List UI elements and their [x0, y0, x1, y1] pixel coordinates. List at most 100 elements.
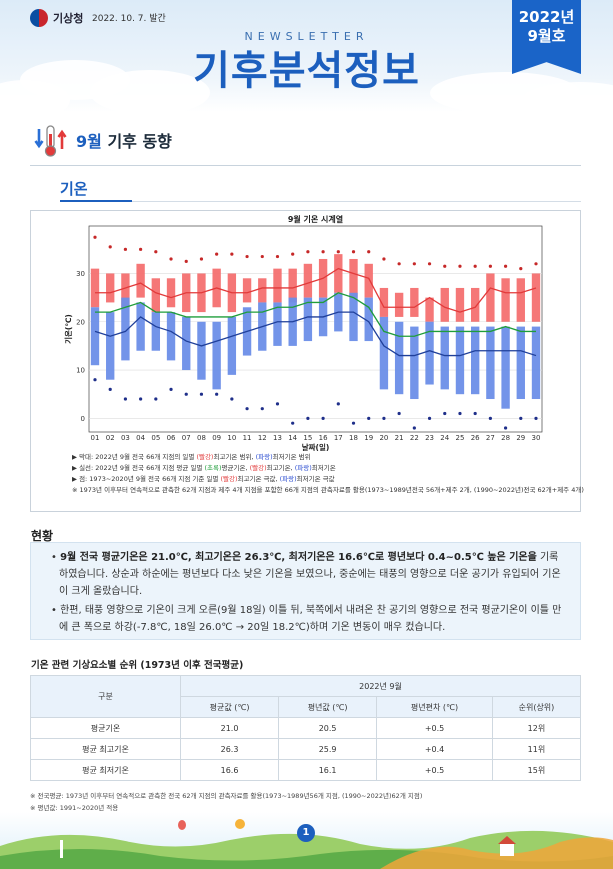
- record-low-dot: [93, 378, 97, 382]
- max-range-bar: [334, 254, 343, 293]
- min-range-bar: [106, 312, 115, 380]
- x-tick-label: 04: [136, 434, 145, 442]
- x-tick-label: 13: [273, 434, 282, 442]
- x-tick-label: 24: [440, 434, 449, 442]
- x-tick-label: 26: [471, 434, 480, 442]
- min-range-bar: [273, 302, 282, 346]
- badge-month: 9월호: [527, 27, 566, 45]
- col-header: 순위(상위): [491, 696, 582, 718]
- min-range-bar: [121, 297, 130, 361]
- record-low-dot: [427, 416, 432, 420]
- min-range-bar: [486, 326, 495, 400]
- record-high-dot: [108, 245, 112, 249]
- record-high-dot: [397, 262, 401, 266]
- record-low-dot: [245, 407, 249, 411]
- temperature-timeseries-chart: 9월 기온 시계열 0 10 20 30 기온(℃) 01 02 03 04 05 06 07 08 09 1…: [63, 214, 543, 452]
- cloud-decoration: [90, 70, 210, 112]
- max-range-bar: [151, 278, 161, 313]
- issue-badge: 2022년 9월호: [512, 0, 581, 74]
- min-range-bar: [227, 316, 237, 375]
- max-range-bar: [349, 258, 358, 298]
- x-tick-label: 12: [258, 434, 267, 442]
- record-high-dot: [291, 252, 295, 256]
- record-high-dot: [519, 267, 523, 271]
- x-tick-label: 28: [501, 434, 510, 442]
- record-low-dot: [367, 416, 371, 420]
- max-range-bar: [303, 263, 313, 298]
- min-range-bar: [501, 326, 510, 409]
- section-title: 9월 기후 동향: [34, 123, 172, 157]
- record-high-dot: [458, 264, 462, 268]
- record-low-dot: [336, 402, 340, 406]
- min-range-bar: [182, 316, 191, 371]
- max-range-bar: [486, 273, 495, 322]
- record-low-dot: [412, 426, 416, 430]
- row-label: 평균기온: [30, 717, 181, 739]
- min-range-bar: [364, 297, 373, 342]
- record-low-dot: [139, 397, 143, 401]
- min-range-bar: [394, 321, 404, 395]
- x-tick-label: 02: [106, 434, 115, 442]
- record-high-dot: [443, 264, 447, 268]
- record-low-dot: [321, 416, 325, 420]
- min-range-bar: [212, 321, 221, 390]
- chart-legend-notes: ▶ 막대: 2022년 9월 전국 66개 지점의 일별 (빨강)최고기온 범위…: [72, 452, 584, 496]
- record-low-dot: [123, 397, 128, 401]
- table-cell: 15위: [491, 759, 582, 781]
- table-cell: 11위: [491, 738, 582, 760]
- x-tick-label: 14: [288, 434, 297, 442]
- table-title: 기온 관련 기상요소별 순위 (1973년 이후 전국평균): [31, 660, 244, 671]
- col-header: 평균값 (℃): [179, 696, 280, 718]
- normal-mean-line: [95, 292, 536, 337]
- min-range-bar: [197, 321, 206, 380]
- record-high-dot: [139, 247, 143, 251]
- table-cell: 21.0: [179, 717, 280, 739]
- x-tick-label: 08: [197, 434, 206, 442]
- table-cell: 16.1: [278, 759, 378, 781]
- record-high-dot: [306, 250, 310, 254]
- summary-box: • 9월 전국 평균기온은 21.0℃, 최고기온은 26.3℃, 최저기온은 …: [30, 542, 581, 640]
- min-range-bar: [425, 321, 434, 385]
- x-tick-label: 06: [167, 434, 176, 442]
- table-cell: +0.4: [376, 738, 493, 760]
- table-cell: 20.5: [278, 717, 378, 739]
- record-high-dot: [245, 254, 249, 259]
- record-high-dot: [123, 247, 128, 251]
- x-tick-label: 20: [379, 434, 388, 442]
- badge-year: 2022년: [518, 8, 575, 26]
- record-low-dot: [503, 426, 508, 430]
- min-range-bar: [303, 297, 313, 342]
- record-high-dot: [412, 262, 416, 266]
- issue-date: 2022. 10. 7. 발간: [92, 14, 166, 24]
- min-range-bar: [410, 326, 419, 400]
- table-row: 평균 최저기온 16.6 16.1 +0.5 15위: [30, 759, 582, 781]
- record-high-dot: [184, 259, 188, 263]
- max-range-bar: [379, 287, 389, 317]
- max-range-bar: [121, 273, 130, 308]
- x-tick-label: 19: [364, 434, 373, 442]
- record-low-dot: [215, 392, 219, 396]
- record-low-dot: [199, 392, 204, 396]
- summary-heading: 현황: [31, 529, 54, 543]
- row-label: 평균 최저기온: [30, 759, 181, 781]
- max-range-bar: [273, 268, 282, 303]
- x-tick-label: 15: [303, 434, 312, 442]
- x-tick-label: 18: [349, 434, 358, 442]
- record-low-dot: [184, 392, 188, 396]
- min-range-bar: [90, 307, 100, 366]
- record-high-dot: [488, 264, 492, 268]
- y-tick-label: 30: [76, 270, 85, 278]
- newsletter-label: NEWSLETTER: [244, 30, 369, 43]
- table-row: 평균기온 21.0 20.5 +0.5 12위: [30, 717, 582, 739]
- min-range-bar: [531, 326, 541, 400]
- max-range-bar: [410, 287, 419, 317]
- x-tick-label: 23: [425, 434, 434, 442]
- chart-title: 9월 기온 시계열: [288, 214, 343, 224]
- max-range-bar: [106, 273, 115, 303]
- table-cell: 16.6: [179, 759, 280, 781]
- page-number: 1: [297, 824, 315, 842]
- record-low-dot: [306, 416, 310, 420]
- record-high-dot: [260, 254, 264, 259]
- max-range-bar: [90, 268, 100, 308]
- x-tick-label: 17: [334, 434, 343, 442]
